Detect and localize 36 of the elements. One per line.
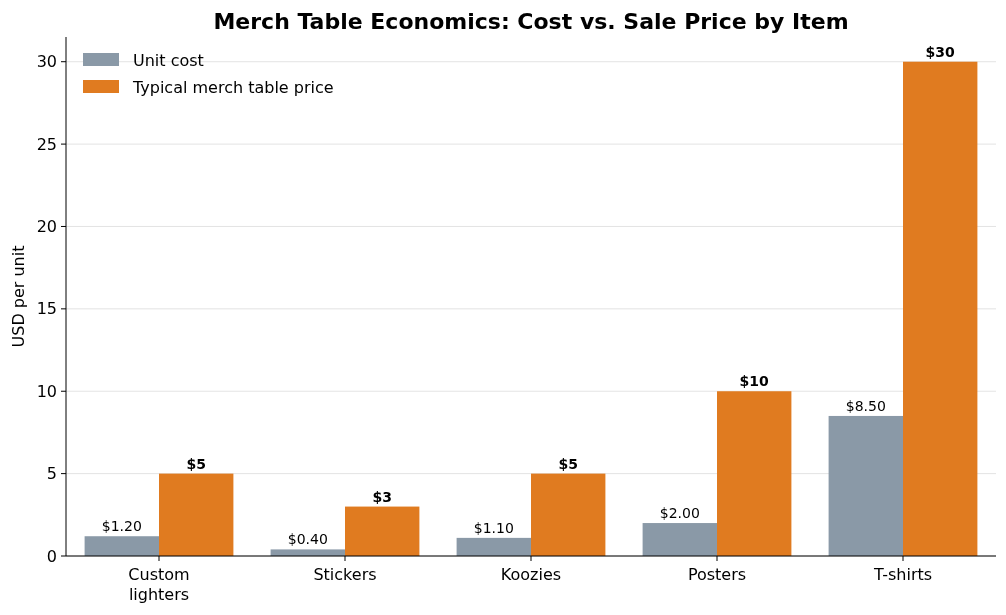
y-axis-title: USD per unit [9,245,28,348]
y-tick-label: 30 [36,52,57,72]
data-label: $1.10 [473,519,514,536]
bar [84,536,159,556]
x-tick-label: Posters [687,565,747,584]
data-label: $5 [186,455,206,472]
y-tick-label: 15 [36,299,57,319]
x-tick-label: Stickers [313,565,377,584]
data-label: $10 [739,373,770,390]
data-label: $3 [372,488,392,505]
bar [642,523,717,556]
data-label: $5 [558,455,578,472]
legend-label: Typical merch table price [132,77,334,97]
y-tick-label: 0 [46,546,57,566]
bar [456,537,531,556]
bar [828,415,903,556]
data-label: $2.00 [659,505,700,522]
legend-label: Unit cost [133,50,204,70]
y-tick-label: 25 [36,134,57,154]
data-label: $0.40 [287,531,328,548]
bar [903,61,978,556]
data-label: $30 [925,43,956,60]
x-tick-label: Custom lighters [128,565,190,604]
y-tick-label: 5 [46,464,57,484]
bar [717,391,792,556]
bar [345,506,420,556]
y-tick-label: 20 [36,217,57,237]
x-tick-label: Koozies [500,565,562,584]
y-tick-label: 10 [36,381,57,401]
chart-title: Merch Table Economics: Cost vs. Sale Price by Item [213,9,849,34]
bar [159,473,234,556]
data-label: $1.20 [101,518,142,535]
x-tick-label: T-shirts [872,565,933,584]
data-label: $8.50 [845,397,886,414]
bar [531,473,606,556]
bar [270,549,345,556]
